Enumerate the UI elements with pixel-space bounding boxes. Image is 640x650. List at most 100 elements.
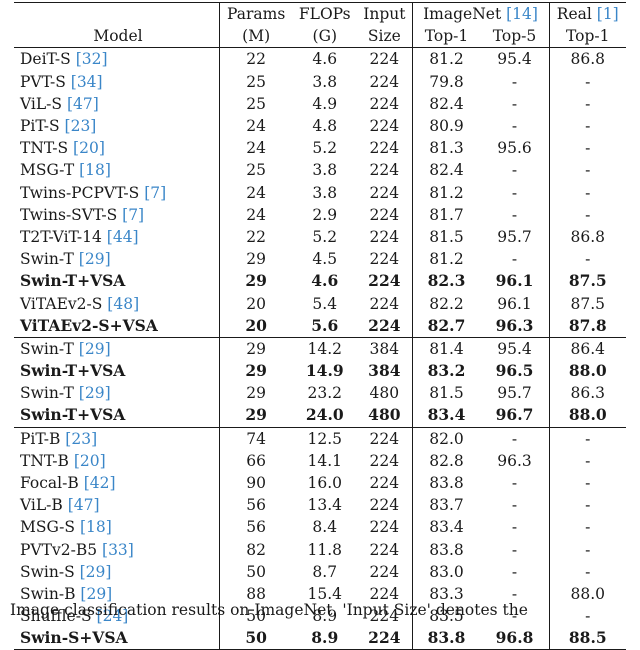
- citation-link[interactable]: [42]: [83, 474, 116, 493]
- header-model-blank: [14, 2, 220, 26]
- top1-cell: 80.9: [429, 117, 464, 136]
- citation-link[interactable]: [23]: [65, 429, 98, 448]
- header-imagenet-cite[interactable]: [14]: [506, 5, 538, 24]
- model-name-cell: Twins-SVT-S [7]: [14, 203, 220, 226]
- flops-cell: 3.8: [312, 183, 338, 202]
- citation-link[interactable]: [7]: [122, 205, 145, 224]
- real-cell: -: [585, 474, 591, 493]
- top5-cell: -: [480, 181, 550, 204]
- model-name-cell: PiT-S [23]: [14, 114, 220, 138]
- citation-link[interactable]: [29]: [79, 562, 112, 581]
- header-real: Real [1]: [549, 2, 626, 26]
- citation-link[interactable]: [29]: [80, 584, 113, 603]
- citation-link[interactable]: [32]: [75, 50, 108, 69]
- size-cell: 224: [357, 292, 413, 315]
- flops-cell: 16.0: [307, 474, 343, 493]
- citation-link[interactable]: [23]: [64, 117, 97, 136]
- flops-cell: 15.4: [307, 584, 343, 603]
- params-cell: 24: [246, 117, 267, 136]
- table-row: DeiT-S [32] 22 4.6 224 81.2 95.4 86.8: [14, 47, 626, 71]
- top5-cell: 95.7: [480, 225, 550, 249]
- top1-cell: 81.3: [429, 139, 464, 158]
- flops-cell: 5.4: [312, 294, 338, 313]
- real-cell: -: [585, 540, 591, 559]
- table-row: Swin-T+VSA 29 24.0 480 83.4 96.7 88.0: [14, 404, 626, 428]
- table-caption: Image classification results on ImageNet…: [10, 601, 528, 619]
- real-cell: 87.5: [568, 271, 607, 291]
- top1-cell: 83.2: [427, 361, 466, 381]
- citation-link[interactable]: [47]: [66, 94, 99, 113]
- model-name-cell: TNT-S [20]: [14, 137, 220, 160]
- params-cell: 29: [245, 271, 267, 291]
- table-row: Swin-T [29] 29 4.5 224 81.2- -: [14, 248, 626, 271]
- flops-cell: 14.1: [307, 451, 343, 470]
- model-name-cell: MSG-T [18]: [14, 159, 220, 182]
- top1-cell: 79.8: [429, 72, 464, 91]
- top5-cell: 96.5: [480, 360, 550, 383]
- header-real-label: Real: [556, 5, 592, 24]
- table-row: Twins-PCPVT-S [7] 24 3.8 224 81.2- -: [14, 181, 626, 204]
- table-row: MSG-S [18] 56 8.4 224 83.4- -: [14, 516, 626, 539]
- model-name: T2T-ViT-14: [20, 227, 102, 246]
- citation-link[interactable]: [33]: [102, 540, 134, 559]
- citation-link[interactable]: [29]: [78, 250, 111, 269]
- top1-cell: 81.5: [429, 384, 464, 403]
- top1-cell: 81.7: [429, 205, 464, 224]
- top5-cell: -: [480, 582, 550, 606]
- citation-link[interactable]: [34]: [70, 72, 103, 91]
- citation-link[interactable]: [20]: [73, 139, 105, 158]
- citation-link[interactable]: [29]: [78, 384, 111, 403]
- model-name-cell: Swin-B [29]: [14, 582, 220, 606]
- model-name: Swin-S: [20, 562, 75, 581]
- citation-link[interactable]: [48]: [107, 294, 140, 313]
- table-row: Swin-B [29] 88 15.4 224 83.3- 88.0: [14, 582, 626, 606]
- header-real-cite[interactable]: [1]: [596, 5, 619, 24]
- model-name-cell: ViL-B [47]: [14, 494, 220, 517]
- top5-cell: -: [480, 203, 550, 226]
- size-cell: 480: [357, 382, 413, 405]
- model-name-cell: ViL-S [47]: [14, 92, 220, 115]
- citation-link[interactable]: [44]: [106, 227, 139, 246]
- real-cell: -: [585, 72, 591, 91]
- top5-cell: -: [480, 248, 550, 271]
- citation-link[interactable]: [20]: [73, 451, 106, 470]
- real-cell: -: [549, 426, 626, 450]
- model-name: Swin-T: [20, 250, 74, 269]
- top5-cell: -: [480, 92, 550, 115]
- model-name: Swin-T: [20, 384, 74, 403]
- flops-cell: 8.9: [292, 627, 358, 650]
- flops-cell: 5.2: [312, 139, 338, 158]
- params-cell: 29: [245, 361, 267, 381]
- model-name-cell: TNT-B [20]: [14, 449, 220, 472]
- params-cell: 66: [246, 451, 267, 470]
- top5-cell: -: [480, 426, 550, 450]
- citation-link[interactable]: [47]: [67, 496, 100, 515]
- header-imagenet: ImageNet [14]: [412, 2, 550, 26]
- citation-link[interactable]: [18]: [79, 518, 112, 537]
- real-cell: 87.8: [568, 315, 607, 335]
- size-cell: 224: [357, 314, 413, 338]
- top5-cell: 96.1: [480, 292, 550, 315]
- flops-cell: 5.2: [312, 227, 338, 246]
- flops-cell: 11.8: [307, 540, 343, 559]
- header-flops: FLOPs: [292, 2, 358, 26]
- params-cell: 20: [246, 294, 267, 313]
- model-name: ViL-S: [20, 94, 63, 113]
- size-cell: 224: [357, 248, 413, 271]
- params-cell: 24: [246, 139, 267, 158]
- size-cell: 224: [357, 225, 413, 249]
- citation-link[interactable]: [18]: [79, 161, 111, 180]
- table-row: Swin-S [29] 50 8.7 224 83.0- -: [14, 560, 626, 583]
- size-cell: 384: [357, 360, 413, 383]
- size-cell: 224: [357, 560, 413, 583]
- model-name: ViTAEv2-S: [20, 294, 103, 313]
- citation-link[interactable]: [7]: [144, 183, 167, 202]
- top5-cell: -: [480, 471, 550, 495]
- real-cell: 88.0: [568, 405, 607, 425]
- header-row-2: Model (M) (G) Size Top-1 Top-5 Top-1: [14, 25, 626, 49]
- table-row: ViL-B [47] 56 13.4 224 83.7- -: [14, 494, 626, 517]
- params-cell: 29: [246, 250, 267, 269]
- citation-link[interactable]: [29]: [78, 339, 111, 358]
- top1-cell: 83.8: [412, 627, 481, 650]
- top1-cell: 83.4: [427, 405, 466, 425]
